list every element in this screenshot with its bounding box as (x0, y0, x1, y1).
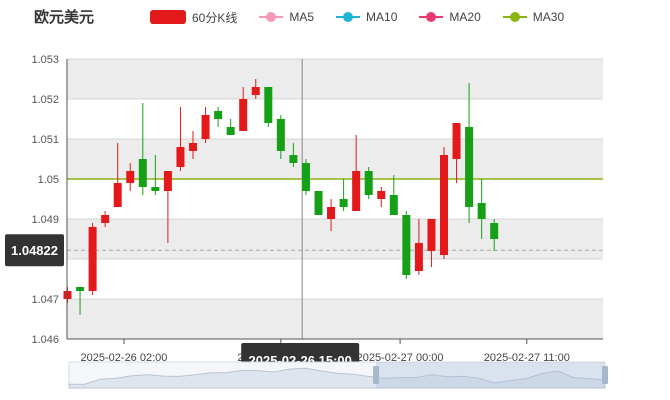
legend-swatch (259, 10, 284, 24)
y-tick-label: 1.05 (38, 174, 59, 186)
y-tick-label: 1.046 (31, 334, 59, 346)
zoom-overview (68, 367, 606, 389)
candle-body (151, 187, 160, 191)
data-zoom-slider[interactable] (68, 361, 608, 389)
candle-body (477, 203, 486, 219)
candle-body (289, 155, 298, 163)
candle-body (314, 191, 323, 215)
legend-swatch (419, 10, 444, 24)
candle-body (163, 171, 172, 191)
legend-swatch (336, 10, 361, 24)
x-tick-label: 2025-02-27 11:00 (484, 352, 570, 364)
candle-body (276, 119, 285, 151)
chart-title: 欧元美元 (34, 9, 95, 26)
candle-body (452, 123, 461, 159)
legend-label: 60分K线 (192, 10, 238, 25)
candle-body (201, 115, 210, 139)
candle-body (364, 171, 373, 195)
legend-label: MA5 (289, 10, 315, 24)
x-tick-label: 2025-02-27 00:00 (357, 352, 444, 364)
legend-item[interactable]: MA5 (259, 10, 314, 24)
candle-body (76, 287, 85, 291)
y-tick-label: 1.051 (31, 134, 59, 146)
zoom-handle-left[interactable] (373, 366, 379, 384)
candle-body (126, 171, 135, 183)
legend-item[interactable]: MA20 (419, 10, 481, 24)
grid-band (67, 259, 603, 299)
candle-body (251, 87, 260, 95)
legend-item[interactable]: MA10 (336, 10, 397, 24)
candle-body (113, 183, 122, 207)
legend-label: MA10 (366, 10, 398, 24)
y-tick-label: 1.053 (31, 54, 59, 66)
y-tick-label: 1.052 (31, 94, 59, 106)
candle-body (327, 207, 336, 219)
current-price-label: 1.04822 (11, 243, 58, 258)
legend-item[interactable]: 60分K线 (150, 9, 237, 26)
candle-body (239, 99, 248, 131)
candle-body (301, 163, 310, 191)
x-tick-label: 2025-02-26 02:00 (81, 352, 168, 364)
legend: 60分K线 MA5 MA10 MA20 MA30 (150, 8, 586, 26)
candle-body (189, 143, 197, 151)
candle-body (88, 227, 97, 291)
candle-body (214, 111, 223, 119)
candle-body (427, 219, 436, 251)
candle-body (264, 87, 273, 123)
legend-label: MA30 (532, 10, 565, 24)
grid-band (67, 139, 603, 179)
grid-band (67, 219, 603, 259)
grid-band (67, 59, 603, 99)
candle-body (377, 191, 386, 199)
candle-body (490, 223, 499, 239)
legend-item[interactable]: MA30 (502, 10, 565, 24)
candle-body (440, 155, 448, 255)
candle-body (101, 215, 110, 223)
legend-label: MA20 (449, 10, 481, 24)
zoom-selected-range (376, 362, 605, 388)
current-price-tag (5, 234, 64, 267)
candle-body (176, 147, 185, 167)
grid-band (67, 299, 603, 339)
y-tick-label: 1.047 (31, 294, 59, 306)
legend-swatch (150, 10, 186, 24)
candle-body (226, 127, 235, 135)
candle-body (465, 127, 474, 207)
legend-swatch (502, 10, 527, 24)
candle-body (414, 243, 423, 271)
candle-body (339, 199, 348, 207)
y-tick-label: 1.049 (31, 214, 59, 226)
candle-body (138, 159, 147, 187)
zoom-handle-right[interactable] (602, 366, 608, 384)
candle-body (389, 195, 398, 215)
candle-body (352, 171, 361, 211)
candle-body (402, 215, 411, 275)
grid-band (67, 99, 603, 139)
